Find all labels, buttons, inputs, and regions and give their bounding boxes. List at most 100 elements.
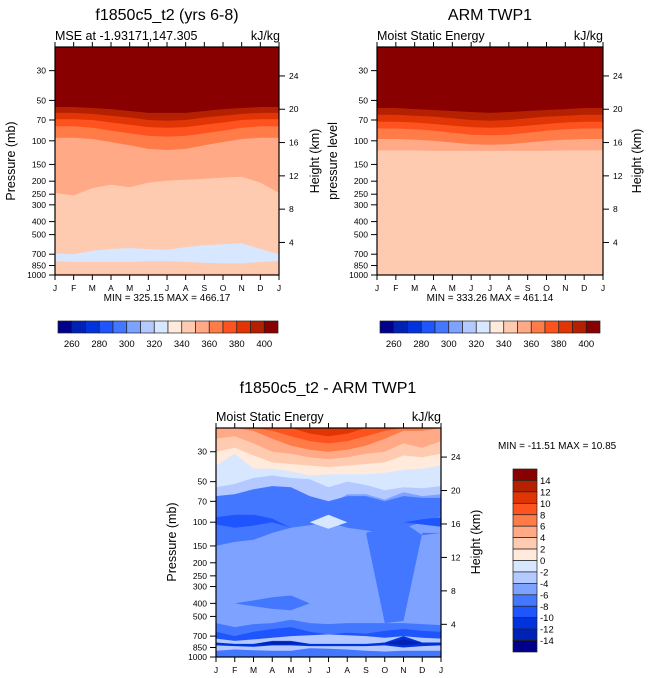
x-tick-label: J (277, 283, 281, 293)
colorbar-box (181, 320, 196, 334)
colorbar-box (512, 537, 538, 550)
colorbar-box (434, 320, 450, 334)
colorbar-box (544, 320, 560, 334)
units-label: kJ/kg (251, 29, 280, 43)
contour-region (216, 514, 441, 529)
x-tick-label: O (220, 283, 227, 293)
colorbar-box (98, 320, 114, 334)
x-tick-label: A (506, 283, 512, 293)
colorbar-box (112, 320, 128, 334)
colorbar-label: 12 (540, 487, 551, 498)
colorbar-box (379, 320, 395, 334)
y-tick-label: 30 (198, 447, 208, 457)
y2-tick-label: 4 (613, 237, 618, 247)
colorbar-box (407, 320, 422, 334)
x-tick-label: F (232, 665, 237, 675)
contour-band (216, 648, 441, 657)
contour-plot (377, 47, 603, 275)
colorbar-label: -14 (540, 636, 554, 647)
colorbar-box (250, 320, 265, 334)
left-subtitle: Moist Static Energy (216, 410, 324, 424)
panel-title: f1850c5_t2 (yrs 6-8) (95, 7, 238, 24)
colorbar-box (503, 320, 518, 334)
y-tick-label: 100 (32, 136, 46, 146)
colorbar-label: 280 (413, 339, 429, 350)
y-tick-label: 300 (354, 200, 368, 210)
y2-tick-label: 16 (613, 138, 623, 148)
y-tick-label: 50 (198, 477, 208, 487)
colorbar-box (126, 320, 141, 334)
y-tick-label: 100 (354, 136, 368, 146)
colorbar-label: -4 (540, 579, 548, 590)
contour-band (377, 47, 603, 113)
contour-plot (55, 47, 279, 275)
panel-title: f1850c5_t2 - ARM TWP1 (240, 380, 417, 397)
colorbar-box (57, 320, 73, 334)
x-tick-label: N (239, 283, 245, 293)
x-tick-label: O (381, 665, 388, 675)
y-tick-label: 300 (193, 582, 207, 592)
colorbar-label: -10 (540, 613, 554, 624)
colorbar-label: 4 (540, 533, 545, 544)
x-tick-label: M (287, 665, 294, 675)
colorbar-box (263, 320, 279, 334)
min-max-label: MIN = 325.15 MAX = 466.17 (104, 293, 231, 304)
colorbar-label: 0 (540, 556, 545, 567)
colorbar-box (236, 320, 251, 334)
colorbar-box (462, 320, 477, 334)
y-tick-label: 200 (32, 176, 46, 186)
colorbar-box (208, 320, 224, 334)
colorbar-box (530, 320, 546, 334)
y-axis-label: Pressure (mb) (4, 121, 18, 200)
y-tick-label: 150 (354, 159, 368, 169)
y-tick-label: 30 (359, 66, 369, 76)
colorbar-label: 2 (540, 545, 545, 556)
units-label: kJ/kg (412, 410, 441, 424)
colorbar-label: 360 (523, 339, 539, 350)
colorbar-box (71, 320, 86, 334)
y2-tick-label: 24 (289, 71, 299, 81)
y-tick-label: 50 (37, 95, 47, 105)
x-tick-label: D (581, 283, 587, 293)
colorbar-label: 8 (540, 510, 545, 521)
colorbar-label: 14 (540, 476, 551, 487)
x-tick-label: S (525, 283, 531, 293)
y2-tick-label: 16 (451, 519, 461, 529)
y-tick-label: 400 (193, 598, 207, 608)
x-tick-label: J (488, 283, 492, 293)
colorbar-box (420, 320, 436, 334)
colorbar-label: -2 (540, 567, 548, 578)
y2-tick-label: 8 (289, 204, 294, 214)
colorbar-box (140, 320, 155, 334)
x-tick-label: J (214, 665, 218, 675)
y-tick-label: 1000 (27, 270, 46, 280)
y2-tick-label: 12 (613, 171, 623, 181)
y-tick-label: 200 (193, 558, 207, 568)
y-tick-label: 250 (193, 571, 207, 581)
colorbar-label: 260 (64, 339, 80, 350)
colorbar-label: 340 (496, 339, 512, 350)
panel-diff: f1850c5_t2 - ARM TWP1 Moist Static Energ… (165, 380, 617, 675)
units-label: kJ/kg (574, 29, 603, 43)
left-subtitle: Moist Static Energy (377, 29, 485, 43)
colorbar-box (85, 320, 100, 334)
x-tick-label: N (400, 665, 406, 675)
y-tick-label: 500 (193, 611, 207, 621)
x-tick-label: A (431, 283, 437, 293)
colorbar-box (512, 548, 538, 561)
x-tick-label: J (469, 283, 473, 293)
y2-tick-label: 8 (451, 586, 456, 596)
colorbar-box (512, 480, 538, 493)
colorbar-label: 340 (174, 339, 190, 350)
y2-tick-label: 12 (451, 552, 461, 562)
colorbar-box (512, 514, 538, 527)
colorbar-label: 300 (119, 339, 135, 350)
colorbar-label: 380 (551, 339, 567, 350)
colorbar-label: 400 (256, 339, 272, 350)
y2-tick-label: 8 (613, 204, 618, 214)
contour-region (216, 514, 441, 528)
y-axis-label: Pressure (mb) (165, 502, 179, 581)
